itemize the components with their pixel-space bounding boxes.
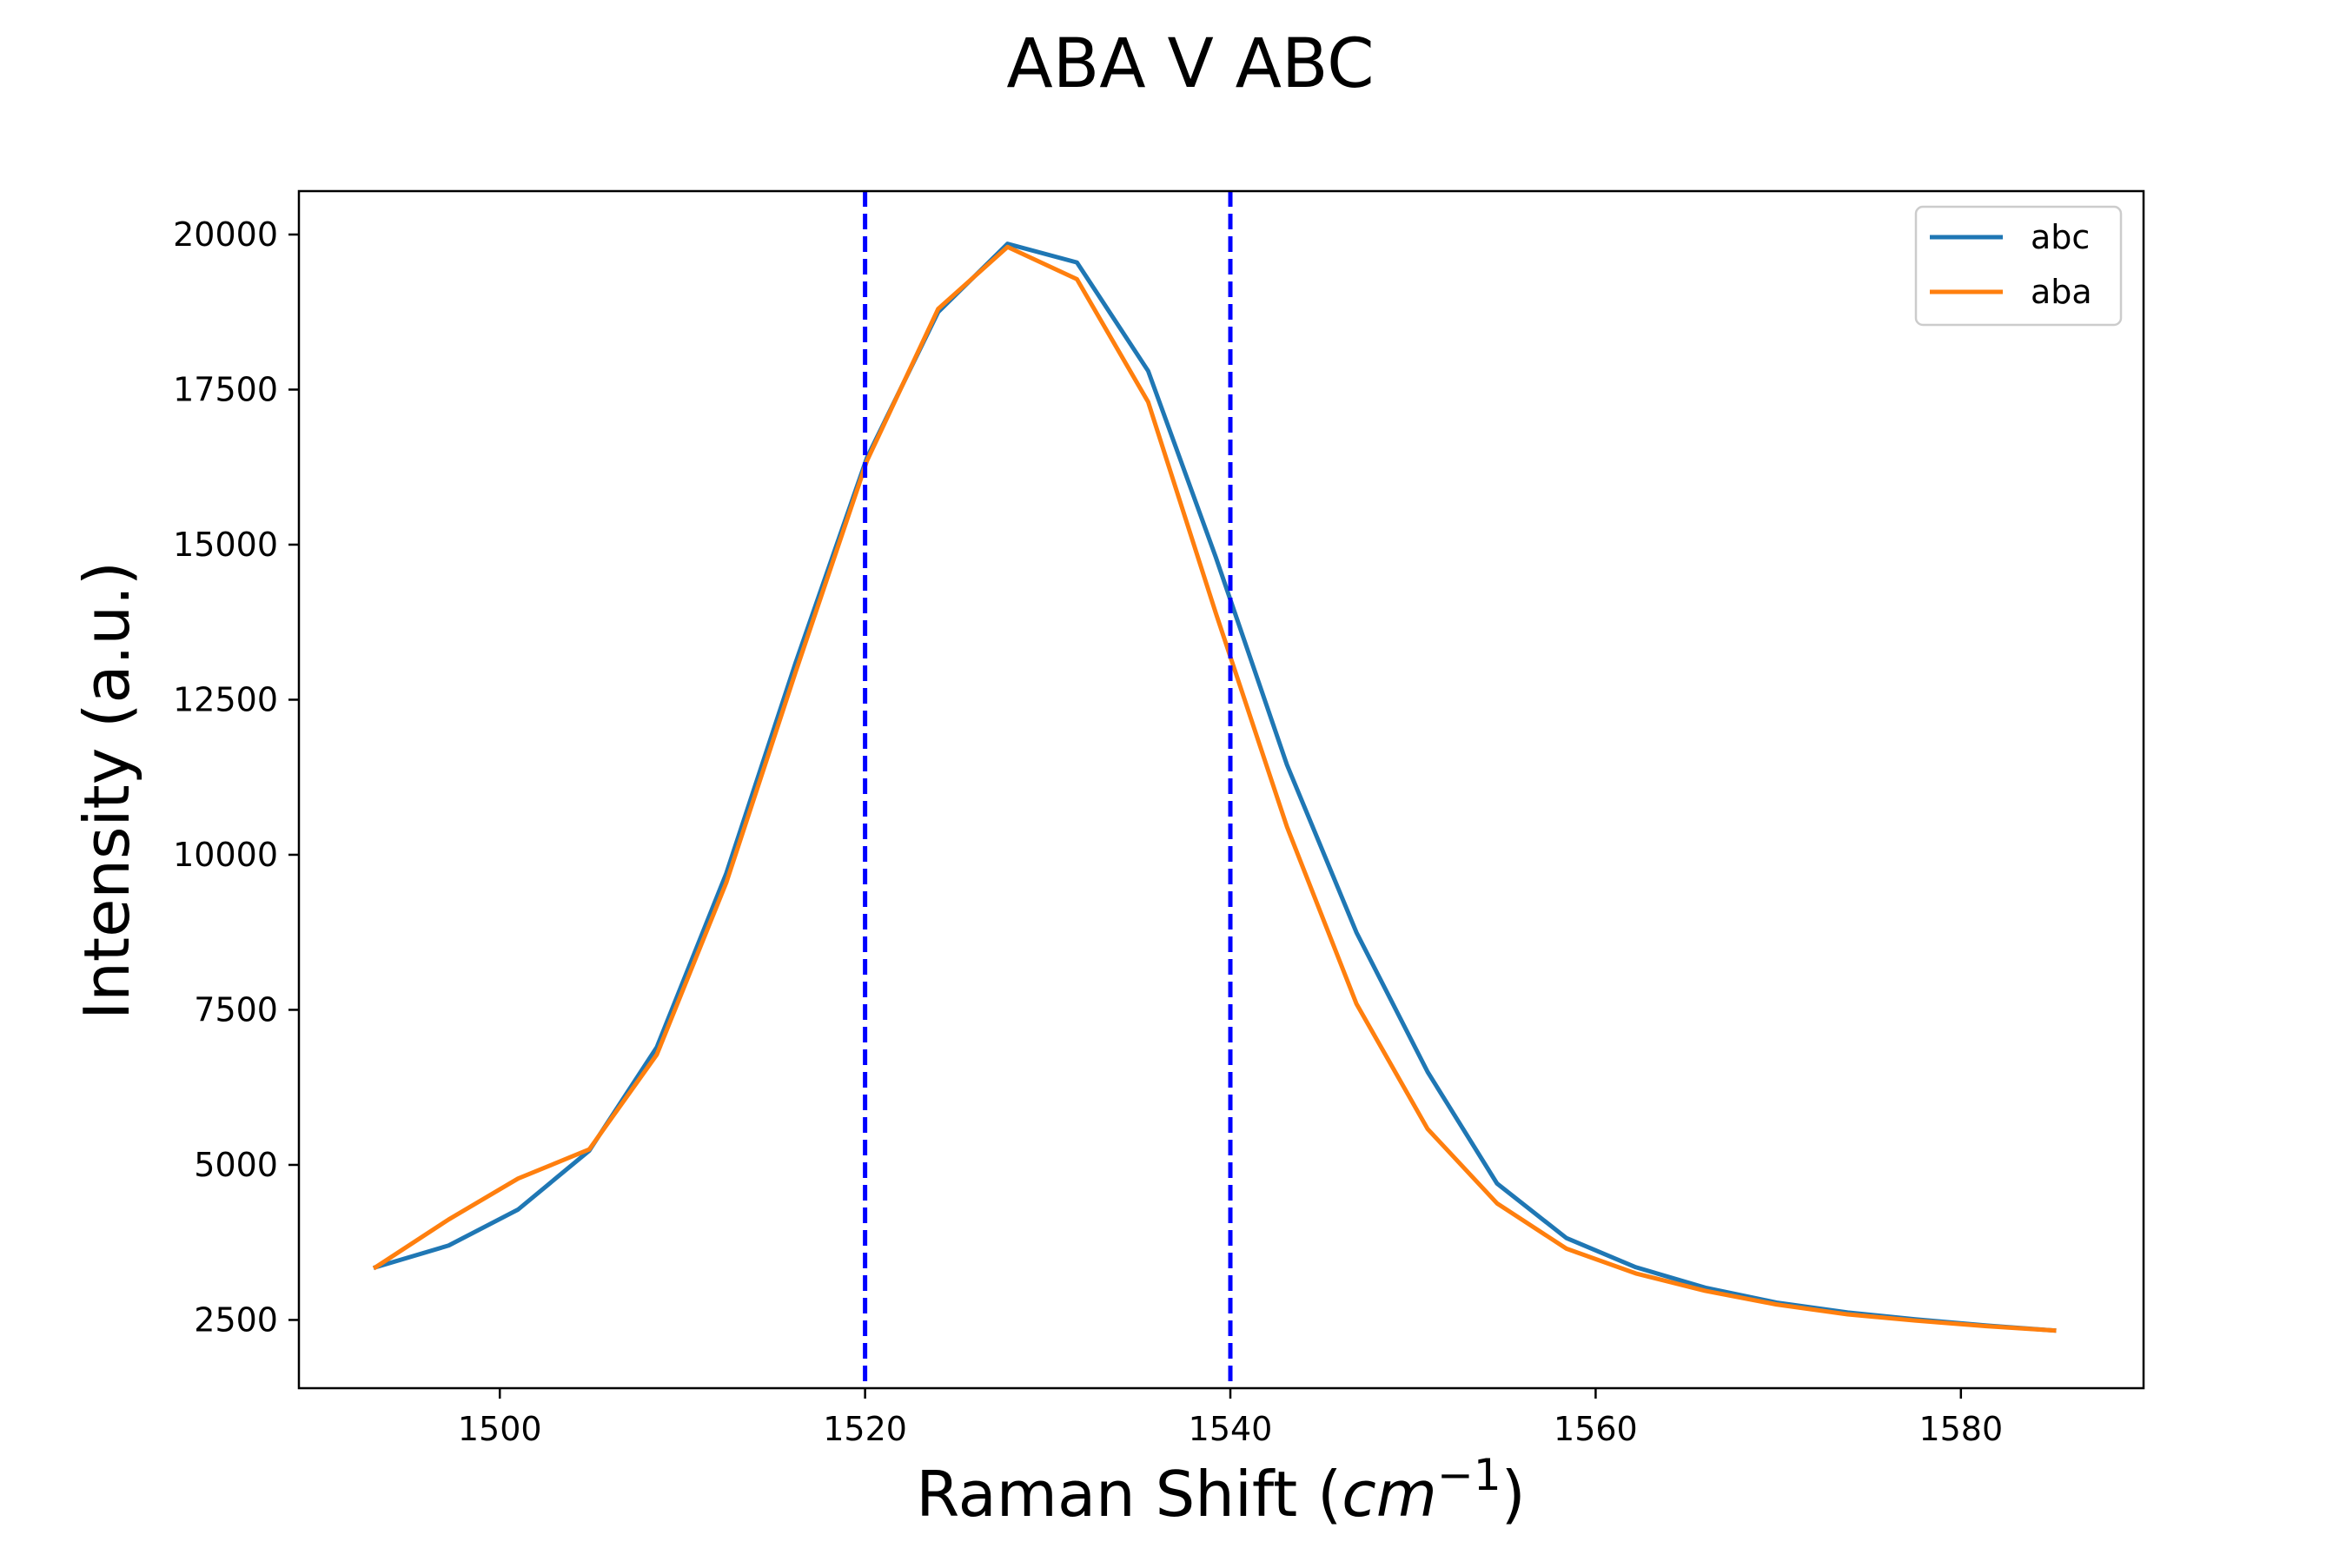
x-tick-label: 1560	[1554, 1410, 1638, 1448]
x-tick-label: 1540	[1189, 1410, 1273, 1448]
x-axis-label-prefix: Raman Shift (	[916, 1458, 1342, 1531]
x-axis-label: Raman Shift (cm−1)	[916, 1450, 1526, 1531]
legend-label-aba: aba	[2031, 273, 2092, 311]
chart-title: ABA V ABC	[1006, 25, 1374, 103]
y-tick-label: 10000	[173, 836, 278, 874]
y-axis-label: Intensity (a.u.)	[70, 561, 143, 1020]
x-axis-label-suffix: )	[1501, 1458, 1526, 1531]
x-axis-label-superscript: −1	[1437, 1450, 1501, 1500]
plot-area: 1500 1520 1540 1560 1580 2500 5000 7500 10000 125…	[173, 189, 2145, 1448]
y-tick-label: 7500	[194, 990, 278, 1029]
y-tick-label: 12500	[173, 680, 278, 718]
axes-frame	[297, 189, 2145, 1390]
series-line-aba	[372, 244, 2057, 1333]
x-tick-label: 1580	[1919, 1410, 2003, 1448]
legend-label-abc: abc	[2031, 218, 2090, 256]
y-tick-label: 2500	[194, 1300, 278, 1339]
legend: abc aba	[1914, 205, 2123, 327]
x-tick-label: 1500	[458, 1410, 542, 1448]
y-tick-label: 15000	[173, 526, 278, 564]
x-axis-label-math: cm	[1342, 1458, 1437, 1531]
x-tick-label: 1520	[823, 1410, 907, 1448]
y-tick-label: 17500	[173, 370, 278, 408]
y-tick-label: 20000	[173, 215, 278, 254]
y-tick-label: 5000	[194, 1146, 278, 1184]
